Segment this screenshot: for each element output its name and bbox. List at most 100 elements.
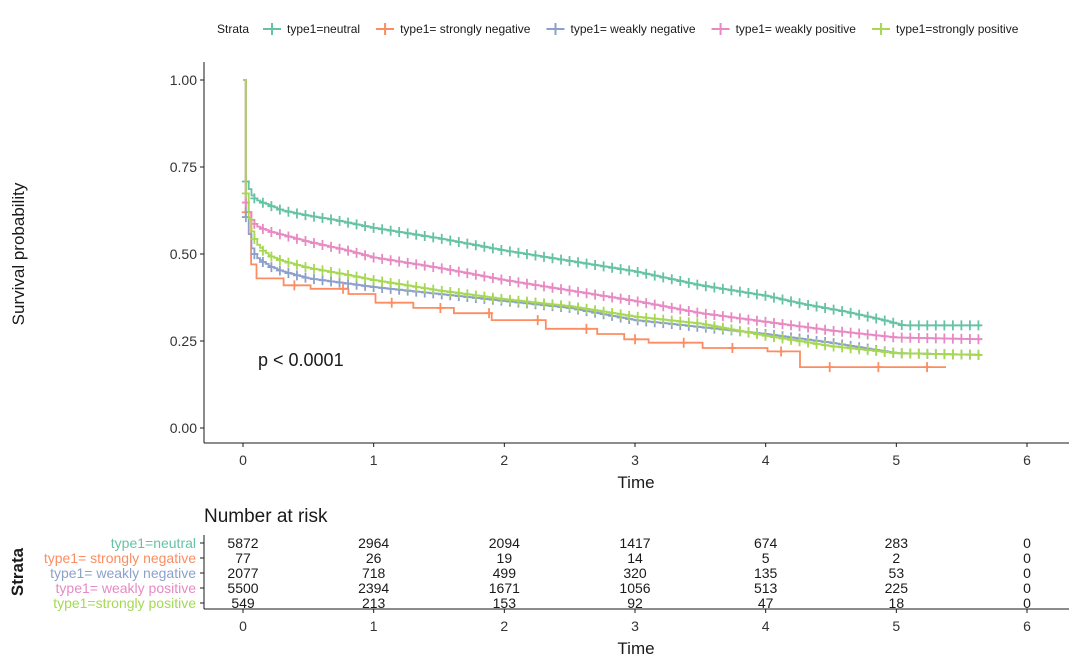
risk-x-tick-label: 1 (370, 618, 378, 634)
censor-mark (948, 349, 957, 360)
censor-mark (744, 288, 753, 299)
risk-cell: 153 (493, 595, 517, 611)
censor-mark (957, 333, 966, 344)
censor-mark (412, 229, 421, 240)
censor-mark (582, 303, 591, 314)
legend-label: type1= strongly negative (400, 22, 531, 36)
censor-mark (761, 290, 770, 301)
y-tick-label: 1.00 (170, 72, 197, 88)
censor-mark (914, 320, 923, 331)
censor-mark (531, 280, 540, 291)
censor-mark (684, 277, 693, 288)
x-tick-label: 4 (762, 452, 770, 468)
censor-mark (931, 333, 940, 344)
censor-mark (642, 312, 651, 323)
risk-cell: 213 (362, 595, 386, 611)
censor-mark (872, 346, 881, 357)
censor-mark (787, 320, 796, 331)
censor-mark (250, 249, 259, 260)
censor-mark (488, 272, 497, 283)
censor-mark (718, 322, 727, 333)
censor-mark (855, 344, 864, 355)
censor-mark (369, 222, 378, 233)
censor-mark (292, 270, 301, 281)
censor-mark (565, 285, 574, 296)
censor-mark (505, 294, 514, 305)
censor-mark (642, 298, 651, 309)
censor-mark (548, 299, 557, 310)
censor-mark (284, 268, 293, 279)
censor-mark (284, 206, 293, 217)
censor-mark (965, 349, 974, 360)
censor-mark (599, 306, 608, 317)
censor-mark (344, 245, 353, 256)
censor-mark (378, 224, 387, 235)
censor-mark (633, 266, 642, 277)
censor-mark (948, 333, 957, 344)
censor-mark (874, 362, 883, 373)
censor-mark (480, 241, 489, 252)
censor-marks (241, 212, 983, 360)
risk-y-axis-label: Strata (8, 547, 27, 596)
survival-series (241, 79, 983, 360)
censor-mark (889, 347, 898, 358)
risk-row-label: type1=neutral (111, 535, 196, 551)
censor-mark (480, 291, 489, 302)
censor-mark (659, 301, 668, 312)
risk-cell: 2077 (227, 565, 258, 581)
censor-mark (335, 277, 344, 288)
censor-mark (863, 311, 872, 322)
censor-mark (275, 229, 284, 240)
censor-mark (488, 292, 497, 303)
censor-mark (275, 255, 284, 266)
censor-mark (446, 235, 455, 246)
censor-mark (574, 302, 583, 313)
censor-mark (727, 285, 736, 296)
censor-mark (625, 310, 634, 321)
risk-table: Number at risk type1=neutral 5872 2964 2094… (8, 506, 1069, 658)
censor-mark (531, 297, 540, 308)
risk-cell: 5 (762, 550, 770, 566)
censor-mark (608, 262, 617, 273)
censor-mark (752, 329, 761, 340)
censor-mark (667, 302, 676, 313)
censor-mark (386, 225, 395, 236)
censor-mark (250, 193, 259, 204)
censor-mark (880, 346, 889, 357)
censor-mark (897, 348, 906, 359)
risk-table-rows: type1=neutral 5872 2964 2094 1417 674 283 0type… (44, 535, 1031, 611)
censor-mark (514, 295, 523, 306)
legend-entry: type1= weakly positive (711, 22, 856, 36)
censor-mark (335, 215, 344, 226)
censor-mark (940, 349, 949, 360)
censor-mark (855, 328, 864, 339)
censor-mark (804, 337, 813, 348)
censor-mark (872, 313, 881, 324)
censor-mark (701, 281, 710, 292)
censor-mark (267, 226, 276, 237)
censor-mark (940, 333, 949, 344)
risk-table-title: Number at risk (204, 506, 328, 527)
risk-row: type1= weakly positive 5500 2394 1671 1056 51… (56, 580, 1032, 596)
censor-mark (880, 331, 889, 342)
censor-mark (403, 257, 412, 268)
censor-mark (795, 336, 804, 347)
censor-mark (872, 330, 881, 341)
censor-mark (327, 214, 336, 225)
censor-mark (846, 343, 855, 354)
censor-mark (693, 318, 702, 329)
censor-mark (292, 233, 301, 244)
censor-mark (533, 315, 542, 326)
censor-mark (616, 309, 625, 320)
censor-mark (497, 293, 506, 304)
censor-mark (965, 320, 974, 331)
censor-mark (437, 263, 446, 274)
risk-table-axes: 0 1 2 3 4 5 6 (200, 535, 1069, 634)
risk-x-tick-label: 6 (1023, 618, 1031, 634)
censor-mark (974, 349, 983, 360)
censor-mark (795, 298, 804, 309)
censor-mark (633, 311, 642, 322)
censor-mark (829, 304, 838, 315)
risk-cell: 2964 (358, 535, 389, 551)
censor-mark (395, 279, 404, 290)
